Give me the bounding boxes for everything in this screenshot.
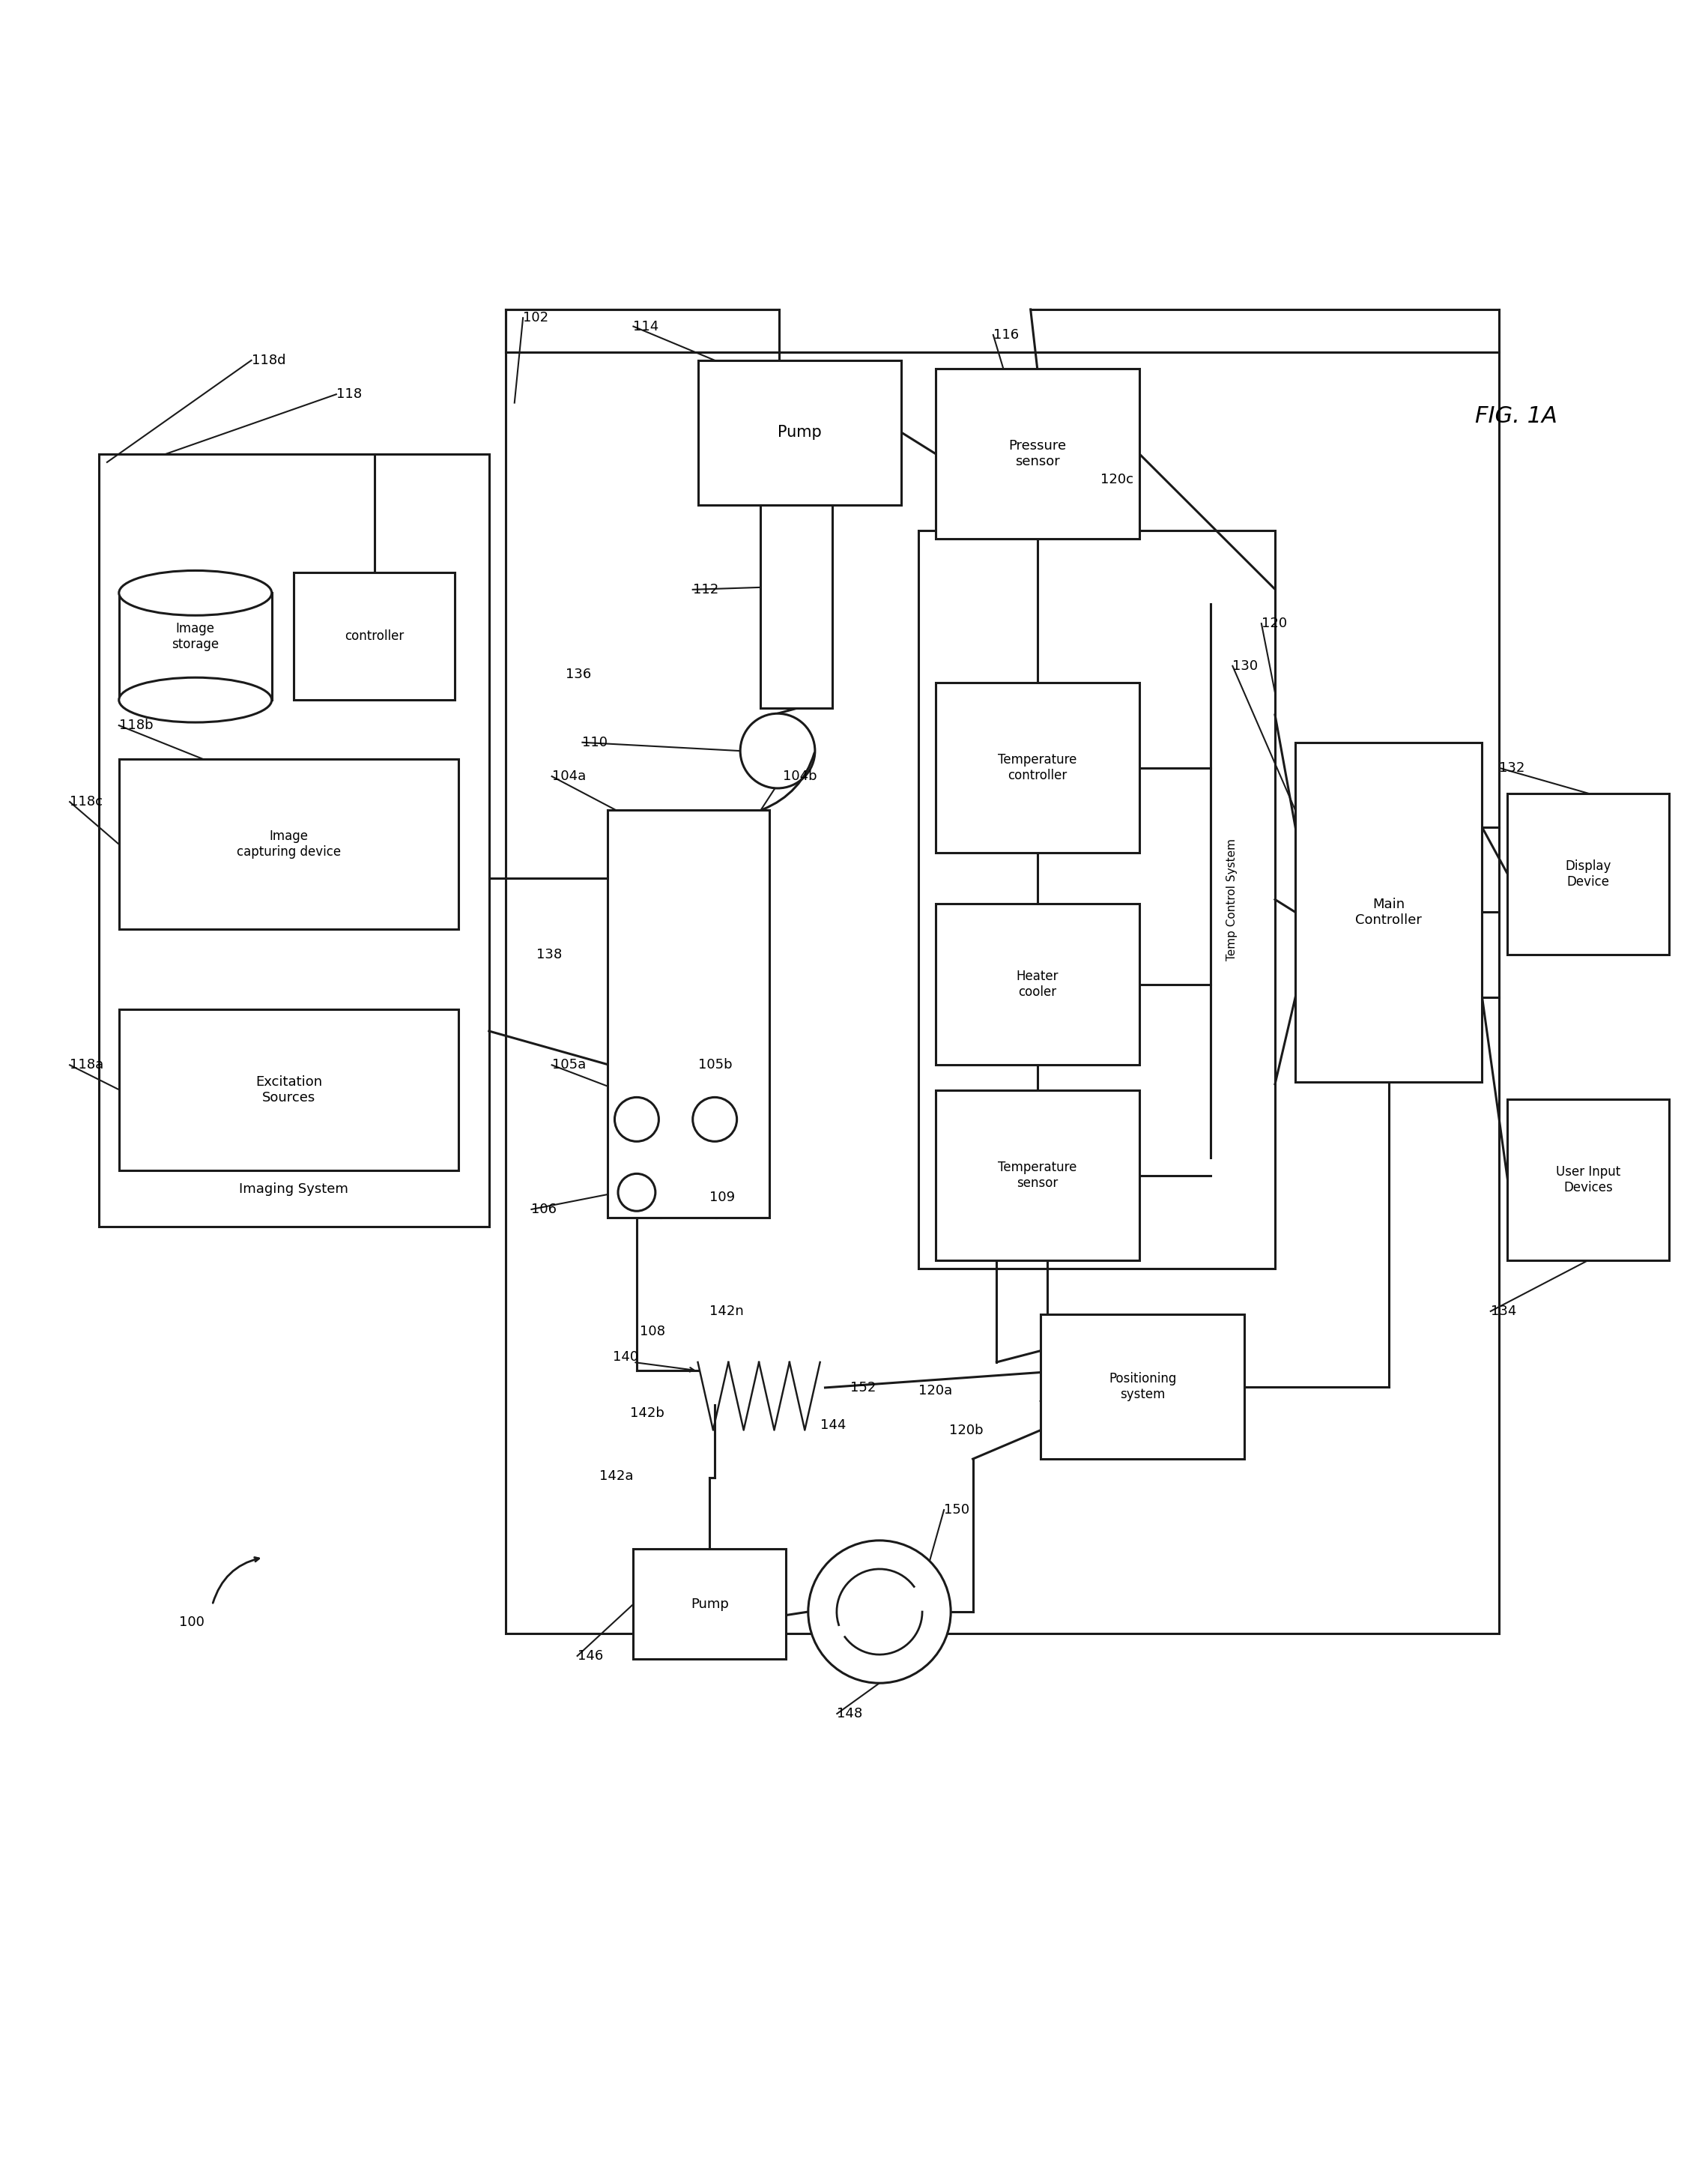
Text: 152: 152 (851, 1381, 876, 1394)
Text: 116: 116 (994, 329, 1018, 342)
Text: Temperature
controller: Temperature controller (997, 753, 1076, 783)
Text: Main
Controller: Main Controller (1356, 898, 1423, 926)
Text: Image
storage: Image storage (173, 621, 219, 651)
Text: 104a: 104a (552, 770, 586, 783)
Text: 120a: 120a (919, 1385, 953, 1398)
Bar (936, 368, 1139, 539)
Text: 120b: 120b (950, 1424, 984, 1437)
Bar (99, 454, 488, 1227)
Text: 142b: 142b (630, 1407, 664, 1420)
Bar (936, 905, 1139, 1065)
Text: 105b: 105b (699, 1058, 733, 1071)
Text: Pump: Pump (777, 424, 822, 439)
Text: Excitation
Sources: Excitation Sources (254, 1076, 323, 1104)
Text: FIG. 1A: FIG. 1A (1476, 405, 1558, 426)
Text: 114: 114 (634, 320, 659, 333)
Bar (506, 353, 1500, 1634)
Bar (120, 1008, 458, 1171)
Text: 148: 148 (837, 1707, 863, 1720)
Bar (634, 1549, 786, 1660)
Text: 108: 108 (640, 1324, 666, 1337)
Bar (120, 593, 272, 699)
Text: 120c: 120c (1100, 472, 1132, 487)
Bar (1508, 1099, 1669, 1259)
Text: 104b: 104b (782, 770, 816, 783)
Text: 136: 136 (565, 669, 591, 682)
Text: 138: 138 (536, 948, 562, 961)
Bar (760, 504, 832, 708)
Text: 106: 106 (531, 1203, 557, 1216)
Text: 118: 118 (336, 387, 362, 400)
Bar (919, 530, 1274, 1268)
Text: 110: 110 (582, 736, 608, 749)
Text: 118c: 118c (70, 794, 102, 809)
Text: 140: 140 (613, 1350, 639, 1363)
Bar (936, 684, 1139, 853)
Text: 118a: 118a (70, 1058, 104, 1071)
Text: 102: 102 (523, 312, 548, 325)
Text: Positioning
system: Positioning system (1108, 1372, 1177, 1402)
Text: controller: controller (345, 630, 405, 643)
Text: 150: 150 (945, 1504, 970, 1517)
Text: Image
capturing device: Image capturing device (237, 829, 342, 859)
Circle shape (808, 1541, 951, 1684)
Text: 132: 132 (1500, 762, 1525, 775)
Text: 118b: 118b (120, 718, 154, 731)
Text: Temp Control System: Temp Control System (1226, 837, 1238, 961)
Ellipse shape (120, 571, 272, 615)
Ellipse shape (120, 677, 272, 723)
Bar (1295, 742, 1483, 1082)
Bar (294, 573, 454, 699)
Bar (1040, 1314, 1245, 1459)
Text: 146: 146 (577, 1649, 603, 1662)
Circle shape (618, 1173, 656, 1212)
Text: 142a: 142a (600, 1469, 634, 1482)
Text: 134: 134 (1491, 1305, 1517, 1318)
Text: Imaging System: Imaging System (239, 1182, 348, 1197)
Text: Pump: Pump (690, 1597, 729, 1610)
Bar (120, 760, 458, 928)
Text: 130: 130 (1233, 660, 1259, 673)
Text: 109: 109 (711, 1190, 734, 1203)
Text: 142n: 142n (711, 1305, 745, 1318)
Bar (936, 1091, 1139, 1259)
Text: Display
Device: Display Device (1565, 859, 1611, 889)
Text: User Input
Devices: User Input Devices (1556, 1164, 1621, 1195)
Text: Temperature
sensor: Temperature sensor (997, 1160, 1076, 1190)
Text: 105a: 105a (552, 1058, 586, 1071)
Bar (699, 361, 902, 504)
Text: Heater
cooler: Heater cooler (1016, 969, 1059, 1000)
Text: 120: 120 (1262, 617, 1288, 630)
Text: Pressure
sensor: Pressure sensor (1008, 439, 1066, 467)
Text: 144: 144 (820, 1417, 845, 1433)
Text: 118d: 118d (251, 353, 285, 368)
Circle shape (693, 1097, 736, 1140)
Circle shape (615, 1097, 659, 1140)
Bar (608, 809, 769, 1218)
Text: 100: 100 (179, 1614, 205, 1629)
Text: 112: 112 (693, 582, 719, 597)
Circle shape (740, 714, 815, 788)
Bar (1508, 794, 1669, 954)
